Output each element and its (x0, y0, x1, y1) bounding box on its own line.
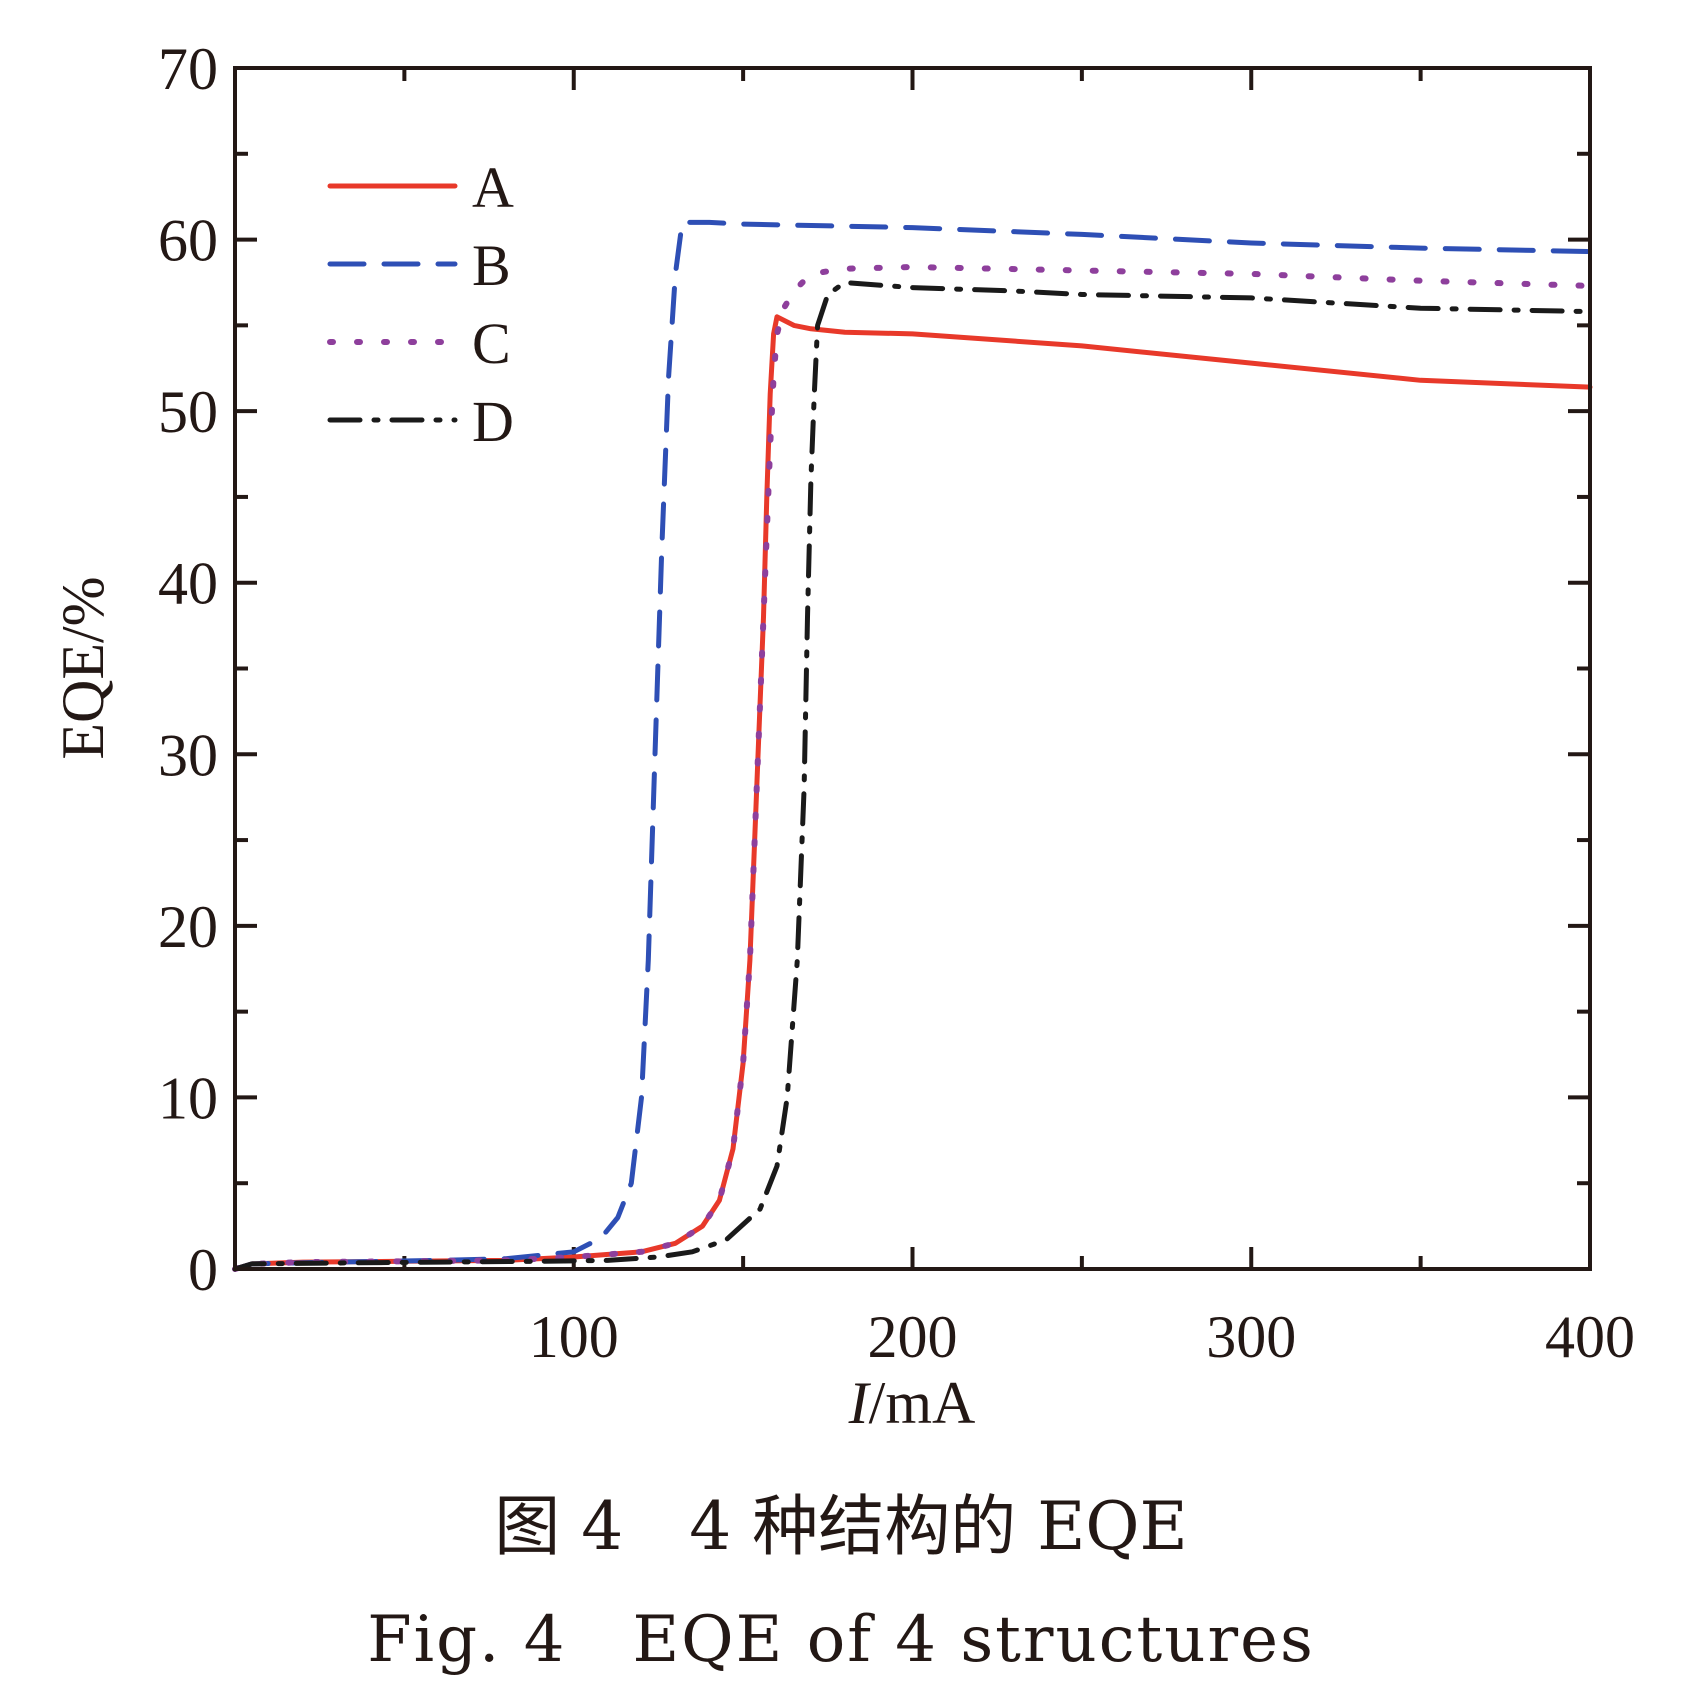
x-tick-label: 100 (529, 1304, 619, 1370)
series-line-b (232, 219, 1593, 1272)
x-axis-title-unit: /mA (869, 1370, 976, 1436)
y-tick-label: 30 (158, 722, 218, 788)
y-tick-label: 50 (158, 379, 218, 445)
y-axis-title: EQE/% (50, 576, 116, 759)
series-line-c (232, 264, 1593, 1272)
figure-caption-english: Fig. 4 EQE of 4 structures (367, 1603, 1315, 1677)
y-tick-label: 70 (158, 36, 218, 102)
plot-frame (233, 66, 1592, 1271)
legend-label-c: C (472, 311, 511, 376)
y-tick-label: 10 (158, 1065, 218, 1131)
x-tick-label: 300 (1206, 1304, 1296, 1370)
y-tick-label: 60 (158, 208, 218, 274)
y-tick-label: 0 (188, 1237, 218, 1303)
x-tick-label: 400 (1545, 1304, 1635, 1370)
x-tick-label: 200 (868, 1304, 958, 1370)
legend-label-d: D (472, 389, 514, 454)
series-line-a (232, 314, 1593, 1272)
legend-label-b: B (472, 233, 511, 298)
y-tick-label: 40 (158, 551, 218, 617)
series-line-d (232, 280, 1593, 1272)
y-tick-label: 20 (158, 894, 218, 960)
figure-caption-chinese: 图 4 4 种结构的 EQE (494, 1488, 1188, 1565)
x-axis-title-symbol: I (848, 1370, 872, 1436)
legend-label-a: A (472, 155, 514, 220)
x-axis-title: I/mA (848, 1370, 976, 1436)
